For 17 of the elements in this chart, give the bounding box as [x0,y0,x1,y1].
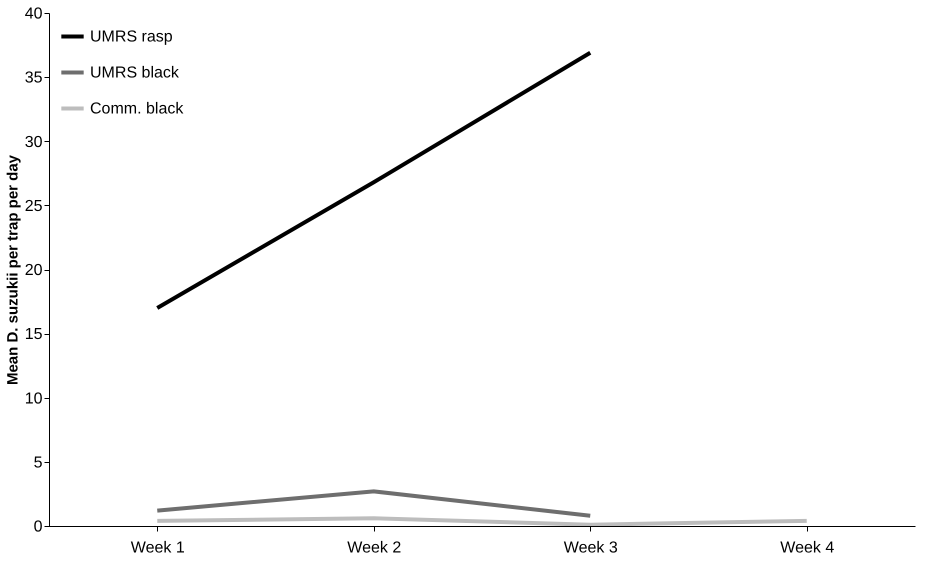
y-tick-label: 20 [24,262,43,279]
y-axis-title: Mean D. suzukii per trap per day [4,154,22,386]
y-tick-label: 10 [24,390,43,408]
y-tick-label: 5 [34,454,43,472]
x-tick-label: Week 4 [780,540,834,556]
y-tick-label: 25 [24,198,43,215]
y-tick-label: 35 [24,70,43,87]
x-tick-label: Week 3 [564,540,618,556]
legend-label: UMRS black [90,64,180,82]
y-tick-label: 15 [24,326,43,344]
y-tick-label: 30 [24,134,43,151]
legend-label: UMRS rasp [90,28,173,46]
y-tick-label: 40 [24,6,43,22]
y-tick-label: 0 [34,518,43,536]
x-tick-label: Week 2 [347,540,402,556]
legend-label: Comm. black [90,100,184,118]
x-tick-label: Week 1 [130,540,185,556]
